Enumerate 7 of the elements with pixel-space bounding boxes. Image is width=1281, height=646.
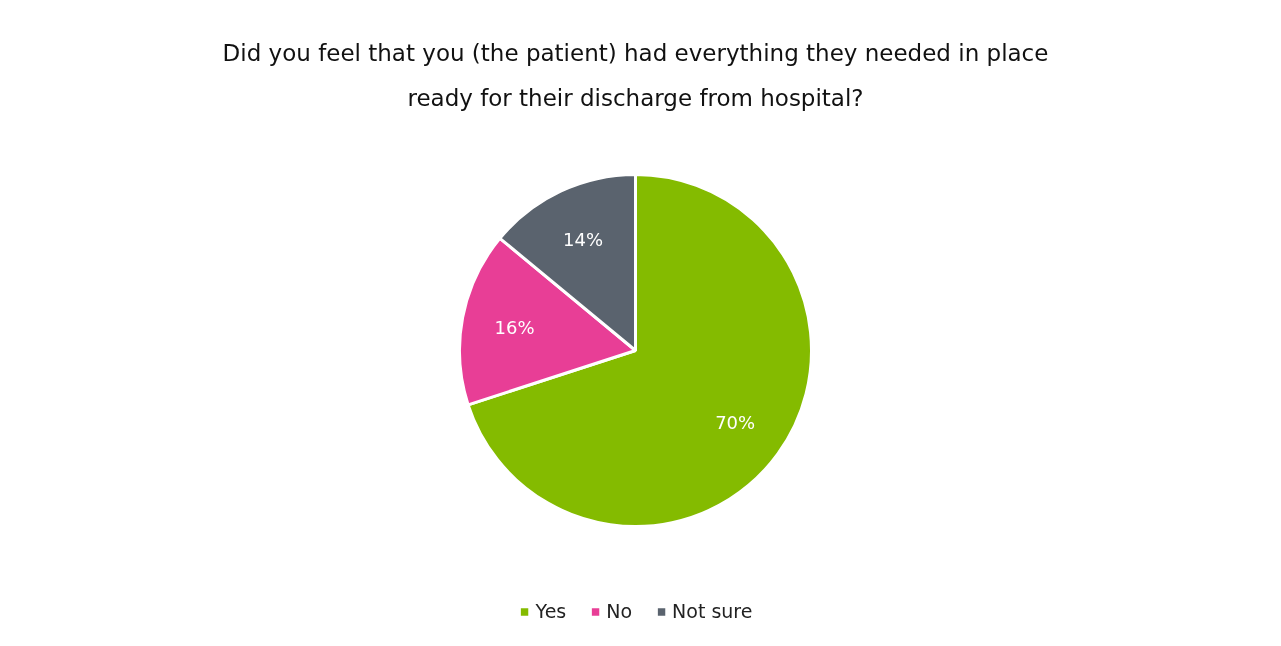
legend-label: Yes (535, 600, 567, 622)
legend-label: Not sure (672, 600, 753, 622)
data-label: 14% (563, 228, 604, 250)
data-label: 70% (715, 412, 756, 434)
chart-title: Did you feel that you (the patient) had everything they needed in place ready for their discharge from hospital? (222, 39, 1049, 111)
legend-label: No (606, 600, 633, 622)
data-label: 16% (494, 316, 535, 338)
